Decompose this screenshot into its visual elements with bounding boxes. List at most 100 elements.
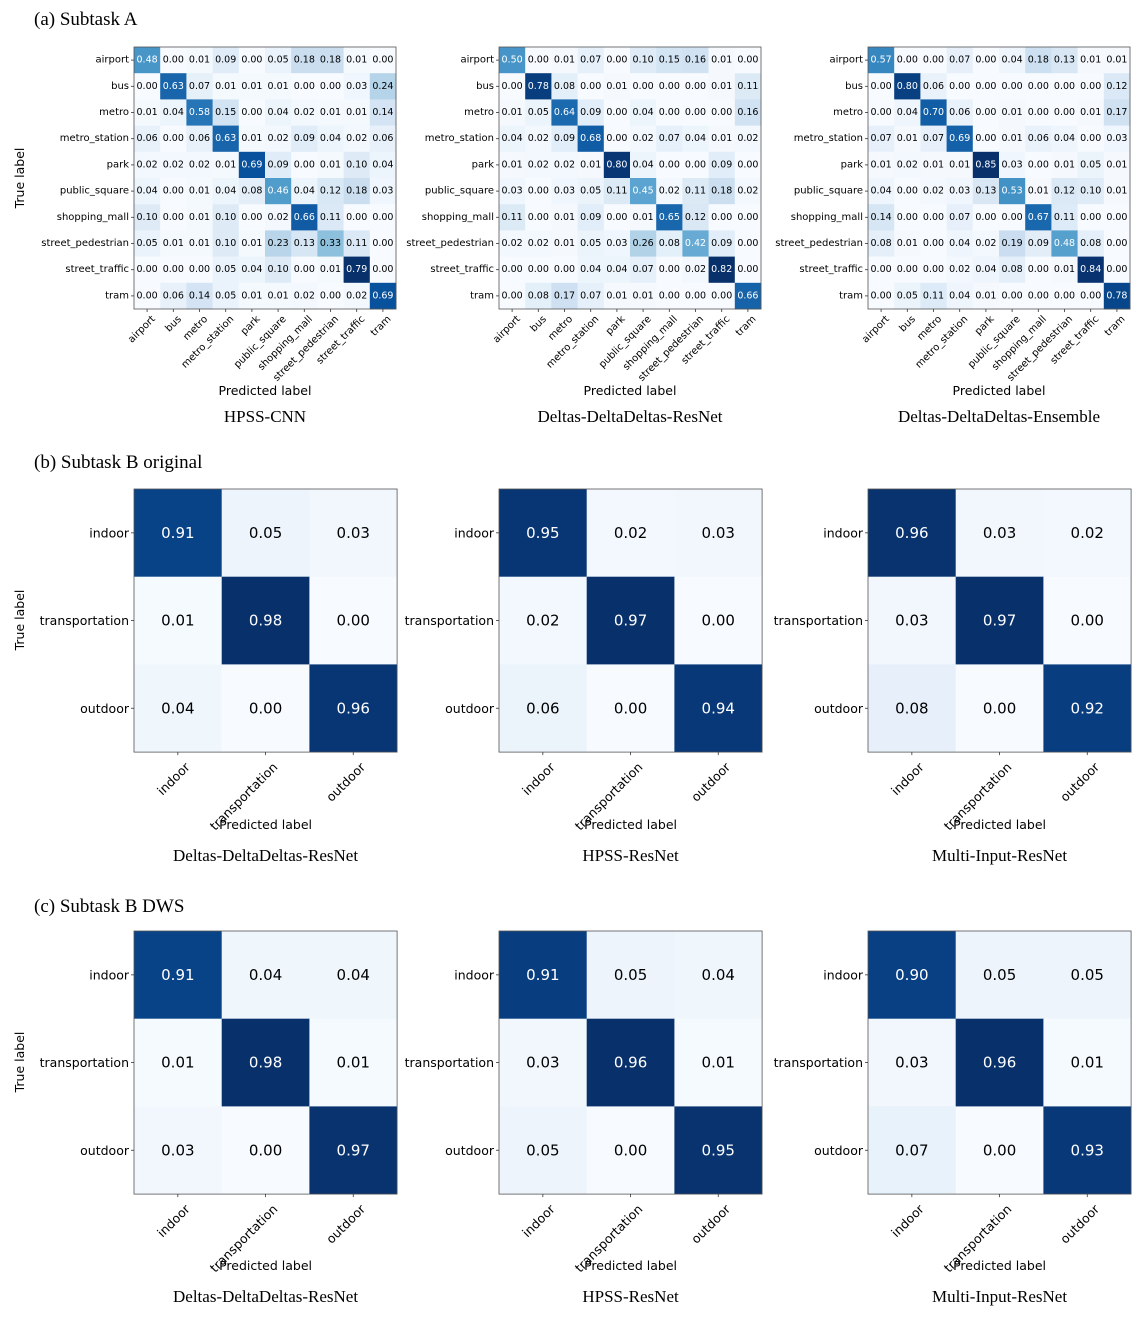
x-axis-label: Predicted label <box>584 1258 677 1273</box>
cell-value-label: 0.18 <box>711 186 732 197</box>
heatmap-cell <box>734 256 762 284</box>
heatmap-cell <box>630 47 657 74</box>
heatmap-cell <box>1077 125 1105 153</box>
heatmap-cell <box>160 282 187 310</box>
heatmap-cell <box>265 282 292 310</box>
x-tick-label-indoor: indoor <box>888 759 927 798</box>
heatmap-cell <box>525 256 552 284</box>
cell-value-label: 0.00 <box>249 1141 282 1159</box>
heatmap-cell <box>212 99 240 126</box>
cell-value-label: 0.78 <box>1106 290 1127 301</box>
heatmap-cell <box>955 664 1044 753</box>
heatmap-cell <box>894 230 921 257</box>
heatmap-cell <box>656 73 683 100</box>
cell-value-label: 0.68 <box>580 133 601 144</box>
cell-value-label: 0.00 <box>659 264 680 275</box>
heatmap-cell <box>868 1106 957 1195</box>
heatmap-cell <box>682 73 709 100</box>
cell-value-label: 0.98 <box>249 612 282 630</box>
cell-value-label: 0.16 <box>685 55 706 66</box>
heatmap-cell <box>946 73 974 100</box>
y-tick-label-street-traffic: street_traffic <box>65 264 129 275</box>
heatmap-cell <box>238 282 266 310</box>
cell-value-label: 0.10 <box>1080 186 1101 197</box>
heatmap-cell <box>309 489 398 578</box>
heatmap-cell <box>134 99 161 126</box>
cell-value-label: 0.06 <box>163 290 184 301</box>
confusion-matrix-a-2: 0.50 0.00 0.01 0.07 0.00 0.10 0.15 0.16 0.01 0.00… <box>406 46 762 426</box>
heatmap-cell <box>551 151 578 179</box>
x-tick-label-park: park <box>973 314 997 338</box>
cell-value-label: 0.00 <box>606 107 627 118</box>
cell-value-label: 0.00 <box>923 238 944 249</box>
cell-value-label: 0.01 <box>580 159 601 170</box>
cell-value-label: 0.00 <box>737 212 758 223</box>
cell-value-label: 0.48 <box>1054 238 1075 249</box>
cell-value-label: 0.04 <box>320 133 341 144</box>
cell-value-label: 0.00 <box>923 212 944 223</box>
cell-value-label: 0.00 <box>1002 290 1023 301</box>
confusion-matrix-a-1: 0.48 0.00 0.01 0.09 0.00 0.05 0.18 0.18 0.01 0.00… <box>12 46 397 426</box>
cell-value-label: 0.01 <box>923 159 944 170</box>
cell-value-label: 0.01 <box>137 107 158 118</box>
heatmap-cell <box>317 282 344 310</box>
cell-value-label: 0.00 <box>528 264 549 275</box>
heatmap-cell <box>291 256 318 284</box>
heatmap-cell <box>946 204 974 231</box>
heatmap-cell <box>265 125 292 153</box>
cell-value-label: 0.18 <box>320 55 341 66</box>
cell-value-label: 0.01 <box>711 133 732 144</box>
cell-value-label: 0.01 <box>1054 264 1075 275</box>
cell-value-label: 0.45 <box>633 186 654 197</box>
heatmap-cell <box>682 125 709 153</box>
cell-value-label: 0.00 <box>1028 81 1049 92</box>
y-tick-label-airport: airport <box>460 55 494 66</box>
cell-value-label: 0.02 <box>897 159 918 170</box>
cell-value-label: 0.07 <box>659 133 680 144</box>
confusion-matrix-b-2: 0.95 0.02 0.03 0.02 0.97 0.00 0.06 0.00 0.94 indo… <box>405 488 763 865</box>
heatmap-cell <box>577 178 605 205</box>
cell-value-label: 0.01 <box>606 290 627 301</box>
cell-value-label: 0.00 <box>372 55 393 66</box>
heatmap-cell <box>674 489 763 578</box>
y-tick-label-public-square: public_square <box>60 186 129 197</box>
cell-value-label: 0.00 <box>163 264 184 275</box>
x-tick-label-tram: tram <box>369 314 394 339</box>
cell-value-label: 0.00 <box>528 186 549 197</box>
heatmap-cell <box>291 47 318 74</box>
plot-frame <box>867 46 1131 310</box>
heatmap-cell <box>577 73 605 100</box>
heatmap-cell <box>1077 230 1105 257</box>
cell-value-label: 0.46 <box>268 186 289 197</box>
heatmap-cell <box>1077 47 1105 74</box>
heatmap-cell <box>499 178 526 205</box>
cell-value-label: 0.00 <box>1106 212 1127 223</box>
cell-value-label: 0.07 <box>580 290 601 301</box>
section-title-a: (a) Subtask A <box>34 9 138 30</box>
cell-value-label: 0.03 <box>372 186 393 197</box>
cell-value-label: 0.02 <box>528 133 549 144</box>
heatmap-cell <box>1025 282 1052 310</box>
heatmap-cell <box>946 230 974 257</box>
x-tick-label-indoor: indoor <box>519 1201 558 1240</box>
heatmap-cell <box>221 931 310 1020</box>
cell-value-label: 0.00 <box>1054 107 1075 118</box>
y-tick-label-transportation: transportation <box>40 613 129 628</box>
heatmap-cell <box>221 1106 310 1195</box>
cell-value-label: 0.02 <box>1071 524 1104 542</box>
heatmap-cell <box>551 125 578 153</box>
cell-value-label: 0.11 <box>502 212 523 223</box>
cell-value-label: 0.11 <box>923 290 944 301</box>
cell-value-label: 0.18 <box>346 186 367 197</box>
heatmap-cell <box>369 47 397 74</box>
heatmap-cell <box>1077 178 1105 205</box>
heatmap-cell <box>682 230 709 257</box>
cell-value-label: 0.01 <box>633 290 654 301</box>
y-tick-label-transportation: transportation <box>774 1055 863 1070</box>
heatmap-cell <box>1051 73 1078 100</box>
cell-value-label: 0.84 <box>1080 264 1101 275</box>
heatmap-cell <box>134 230 161 257</box>
cell-value-label: 0.48 <box>137 55 158 66</box>
heatmap-cell <box>265 151 292 179</box>
heatmap-cell <box>586 1106 675 1195</box>
